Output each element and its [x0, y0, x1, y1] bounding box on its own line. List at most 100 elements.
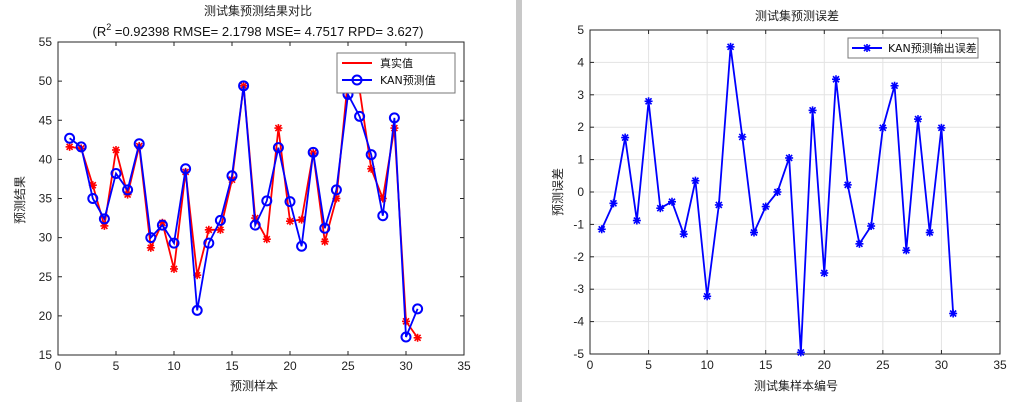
data-point: [890, 81, 899, 90]
data-point: [307, 146, 319, 158]
y-tick-label: 45: [39, 113, 53, 127]
data-point: [621, 133, 630, 142]
data-point: [867, 222, 876, 231]
data-point: [377, 210, 389, 222]
legend-error-star: [863, 44, 871, 52]
data-point: [902, 246, 911, 255]
legend-error-marker: [863, 44, 871, 52]
y-tick-label: 35: [39, 192, 53, 206]
data-point: [761, 202, 770, 211]
data-point-stroke: [286, 217, 294, 225]
data-point: [191, 304, 203, 316]
series-1-line: [69, 85, 419, 338]
data-point: [286, 217, 294, 226]
x-tick-label: 30: [935, 358, 949, 372]
data-point: [249, 219, 261, 231]
data-point: [365, 149, 377, 161]
data-point-stroke: [820, 269, 828, 277]
data-point: [937, 123, 946, 132]
data-point: [808, 106, 817, 115]
data-point: [170, 264, 178, 273]
y-tick-label: 0: [577, 185, 584, 199]
data-point-stroke: [598, 225, 606, 233]
window-gutter: [516, 0, 522, 402]
data-point: [214, 214, 226, 226]
data-point: [644, 97, 653, 106]
data-point: [284, 196, 296, 208]
figure-prediction-comparison: 测试集预测结果对比 (R2 =0.92398 RMSE= 2.1798 MSE=…: [0, 0, 516, 402]
data-point-stroke: [750, 228, 758, 237]
data-point: [750, 228, 758, 237]
data-point: [87, 193, 99, 204]
data-point: [413, 333, 422, 342]
data-point-stroke: [715, 201, 723, 209]
data-point-stroke: [66, 143, 74, 151]
data-point: [597, 225, 606, 234]
data-point-stroke: [809, 106, 817, 114]
y-tick-label: 30: [39, 231, 53, 245]
data-point: [75, 141, 87, 153]
data-point-stroke: [609, 199, 617, 207]
data-point: [925, 228, 934, 237]
data-point-stroke: [691, 177, 699, 185]
x-tick-label: 15: [759, 358, 773, 372]
data-point-stroke: [147, 244, 155, 252]
data-point: [262, 235, 271, 244]
data-point-stroke: [621, 134, 629, 142]
subtitle-metrics: =0.92398 RMSE= 2.1798 MSE= 4.7517 RPD= 3…: [111, 24, 423, 39]
x-tick-label: 25: [341, 359, 355, 373]
data-point: [122, 184, 134, 196]
data-point-stroke: [914, 115, 922, 123]
data-point: [714, 200, 723, 209]
legend-error-label: KAN预测输出误差: [888, 41, 977, 55]
y-tick-label: -4: [573, 315, 584, 329]
x-tick-label: 15: [225, 359, 239, 373]
data-point-stroke: [727, 43, 735, 51]
y-tick-label: -5: [573, 347, 584, 361]
data-point: [204, 225, 213, 234]
chart-metrics-subtitle: (R2 =0.92398 RMSE= 2.1798 MSE= 4.7517 RP…: [93, 22, 424, 39]
data-point-stroke: [633, 216, 641, 225]
x-tick-label: 5: [113, 359, 120, 373]
data-point: [65, 142, 74, 151]
y-tick-label: 50: [39, 74, 53, 88]
data-point: [112, 145, 120, 154]
data-point: [400, 331, 412, 343]
y-tick-label: 3: [577, 88, 584, 102]
data-point-stroke: [891, 82, 899, 90]
data-point: [609, 199, 618, 208]
data-point: [354, 110, 366, 122]
data-point-stroke: [645, 97, 653, 105]
y-tick-label: 2: [577, 120, 584, 134]
x-tick-label: 5: [645, 358, 652, 372]
data-point: [146, 243, 155, 252]
x-tick-label: 10: [167, 359, 181, 373]
data-point-stroke: [855, 240, 863, 248]
y-tick-label: 25: [39, 270, 53, 284]
data-point: [632, 216, 641, 225]
data-point-stroke: [762, 203, 770, 211]
y-tick-label: 55: [39, 35, 53, 49]
data-point-stroke: [298, 216, 306, 224]
data-point: [855, 239, 864, 248]
data-point: [272, 142, 284, 154]
data-point-stroke: [949, 309, 957, 318]
data-point-stroke: [879, 124, 887, 132]
chart-title: 测试集预测结果对比: [204, 3, 312, 18]
data-point-stroke: [703, 292, 711, 300]
y-tick-label: 40: [39, 152, 53, 166]
data-point: [388, 112, 400, 124]
x-tick-label: 35: [457, 359, 471, 373]
legend-error-star-stroke: [863, 44, 871, 52]
x-tick-label: 35: [993, 358, 1007, 372]
data-point-stroke: [332, 194, 340, 203]
x-tick-label: 20: [283, 359, 297, 373]
data-point-stroke: [321, 237, 329, 246]
data-point: [785, 153, 794, 162]
data-point-stroke: [216, 226, 224, 234]
x-tick-label: 20: [818, 358, 832, 372]
data-point: [843, 180, 852, 189]
data-point: [796, 348, 805, 357]
y-tick-label: 5: [577, 23, 584, 37]
